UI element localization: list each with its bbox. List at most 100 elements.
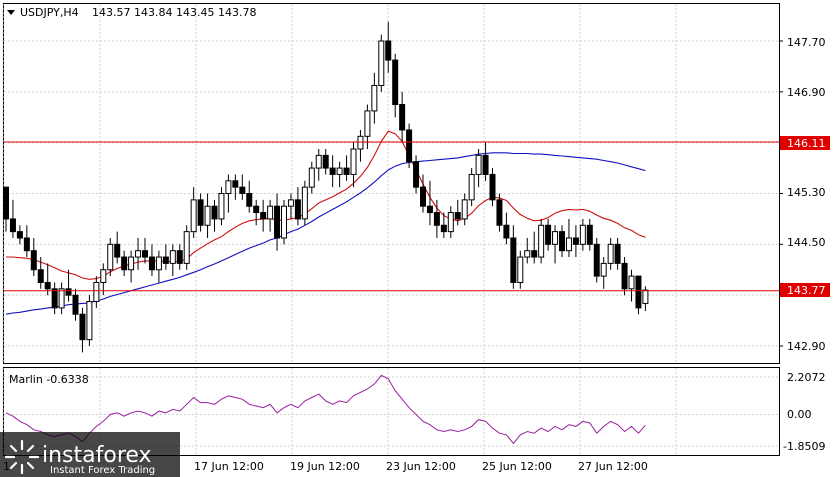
- level-tag-143-77-text: 143.77: [787, 284, 826, 297]
- candle-bull: [538, 224, 545, 258]
- time-label: 23 Jun 12:00: [386, 460, 456, 473]
- candle-bull: [308, 167, 315, 188]
- candle-bull: [579, 224, 586, 245]
- symbol-name: USDJPY,H4: [20, 6, 79, 19]
- indicator-level-label: 2.2072: [787, 371, 826, 384]
- candle-bull: [642, 289, 649, 304]
- candle-bear: [433, 212, 440, 226]
- candle-bear: [274, 205, 281, 239]
- candle-bear: [176, 250, 183, 264]
- price-label: 145.30: [787, 186, 826, 199]
- candle-bull: [565, 237, 572, 252]
- candle-bull: [447, 212, 454, 233]
- candle-bull: [364, 110, 371, 137]
- horizontal-levels: [4, 141, 779, 292]
- candle-bull: [378, 40, 385, 86]
- price-label: 146.90: [787, 86, 826, 99]
- time-label: 19 Jun 12:00: [290, 460, 360, 473]
- candle-bear: [51, 288, 58, 309]
- candle-bull: [58, 288, 65, 309]
- candle-bear: [211, 205, 218, 220]
- time-label: 27 Jun 12:00: [578, 460, 648, 473]
- candle-bear: [559, 231, 565, 252]
- candle-bear: [322, 154, 329, 169]
- candle-bull: [524, 250, 531, 258]
- candle-bear: [9, 218, 16, 233]
- candle-bull: [628, 275, 635, 290]
- candle-bull: [475, 154, 482, 175]
- candle-bear: [44, 281, 51, 290]
- candle-bear: [406, 129, 413, 163]
- candle-bear: [246, 193, 253, 207]
- candle-bull: [336, 167, 343, 175]
- candle-bear: [545, 224, 552, 245]
- candlesticks: [3, 21, 649, 353]
- candle-bull: [357, 135, 364, 150]
- candle-bear: [329, 167, 336, 175]
- moving-averages: [5, 130, 646, 315]
- candle-bull: [93, 281, 100, 303]
- candle-bull: [190, 199, 197, 233]
- candle-bull: [301, 186, 308, 220]
- candle-bull: [371, 84, 378, 112]
- candle-bull: [107, 243, 114, 271]
- indicator-level-label: 0.00: [787, 408, 812, 421]
- candle-bear: [572, 237, 579, 245]
- candle-bull: [287, 199, 294, 207]
- time-label: 17 Jun 12:00: [194, 460, 264, 473]
- marlin-line: [5, 374, 646, 445]
- candle-bear: [197, 199, 204, 226]
- candle-bear: [454, 212, 461, 220]
- indicator-level-label: -1.8509: [783, 440, 825, 453]
- candle-bear: [16, 231, 23, 239]
- candle-bull: [225, 180, 232, 195]
- candle-bear: [392, 59, 399, 106]
- price-axis: 147.70 146.90 145.30 144.50 142.90: [787, 36, 826, 353]
- instaforex-logo: instaforex Instant Forex Trading: [0, 432, 180, 477]
- candle-bear: [489, 173, 496, 201]
- candle-bear: [30, 250, 37, 271]
- candle-bear: [3, 186, 9, 220]
- candle-bear: [496, 199, 503, 226]
- candle-bull: [461, 199, 468, 220]
- candle-bear: [399, 104, 406, 131]
- candle-bear: [635, 275, 642, 309]
- candle-bear: [72, 294, 79, 315]
- candle-bear: [413, 161, 420, 188]
- candle-bear: [440, 224, 447, 233]
- candle-bull: [204, 205, 211, 226]
- candle-bear: [510, 237, 517, 283]
- marlin-indicator: [5, 374, 646, 445]
- candle-bear: [121, 256, 128, 271]
- candle-bull: [267, 205, 274, 220]
- candle-bear: [162, 256, 169, 264]
- candle-bear: [148, 256, 155, 271]
- candle-bull: [281, 205, 287, 239]
- logo-background: [0, 432, 180, 477]
- candle-bear: [482, 154, 489, 175]
- candle-bear: [114, 243, 121, 258]
- level-tag-143-77: [780, 283, 830, 297]
- logo-brand: instaforex: [42, 443, 152, 468]
- candle-bear: [614, 243, 621, 264]
- level-tag-146-11-text: 146.11: [787, 137, 826, 150]
- candle-bull: [517, 256, 524, 283]
- fast-moving-average-line: [6, 130, 646, 280]
- time-label: 25 Jun 12:00: [482, 460, 552, 473]
- symbol-ohlc: 143.57 143.84 143.45 143.78: [92, 6, 256, 19]
- candle-bear: [503, 224, 510, 239]
- candle-bull: [468, 173, 475, 201]
- slow-moving-average-line: [5, 152, 646, 315]
- candle-bull: [218, 193, 225, 220]
- price-label: 142.90: [787, 340, 826, 353]
- candle-bear: [23, 237, 30, 252]
- candle-bear: [79, 313, 86, 341]
- candle-bear: [37, 269, 44, 283]
- candle-bear: [239, 186, 246, 194]
- candle-bear: [385, 40, 392, 61]
- symbol-menu-triangle-icon[interactable]: [7, 10, 15, 15]
- candle-bear: [593, 243, 600, 277]
- candle-bull: [600, 262, 607, 277]
- candle-bear: [621, 262, 628, 290]
